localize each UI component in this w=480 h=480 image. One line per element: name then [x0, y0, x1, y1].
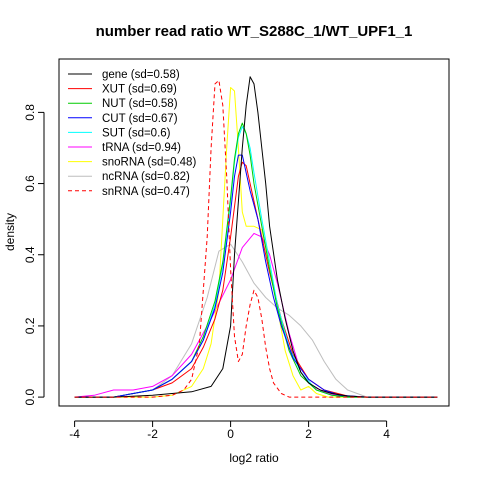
x-tick-label: -2: [147, 427, 158, 441]
series-line: [74, 243, 438, 398]
y-tick-label: 0.8: [23, 104, 37, 121]
legend-label: gene (sd=0.58): [102, 69, 180, 81]
legend-label: ncRNA (sd=0.82): [102, 171, 190, 183]
x-tick-label: 4: [383, 427, 390, 441]
legend-label: CUT (sd=0.67): [102, 113, 178, 125]
series-line: [74, 87, 438, 398]
chart-title: number read ratio WT_S288C_1/WT_UPF1_1: [96, 23, 413, 40]
legend-label: XUT (sd=0.69): [102, 84, 177, 96]
legend-label: SUT (sd=0.6): [102, 127, 171, 139]
legend-label: tRNA (sd=0.94): [102, 142, 181, 154]
series-line: [74, 76, 438, 398]
x-tick-label: 0: [227, 427, 234, 441]
plot-frame: [58, 58, 450, 407]
y-tick-label: 0.2: [23, 317, 37, 334]
legend: gene (sd=0.58) XUT (sd=0.69) NUT (sd=0.58)…: [68, 69, 196, 198]
y-tick-label: 0.6: [23, 175, 37, 192]
legend-label: NUT (sd=0.58): [102, 98, 178, 110]
x-axis-label: log2 ratio: [229, 451, 279, 465]
x-tick-label: -4: [69, 427, 80, 441]
legend-label: snoRNA (sd=0.48): [102, 157, 196, 169]
series-line: [74, 79, 438, 398]
y-tick-label: 0.4: [23, 246, 37, 263]
x-axis: -4 -2 0 2 4: [69, 420, 390, 441]
y-axis: 0.0 0.2 0.4 0.6 0.8: [23, 104, 45, 405]
series-lines: [74, 76, 438, 398]
y-axis-label: density: [3, 213, 17, 251]
series-line: [74, 232, 438, 398]
y-tick-label: 0.0: [23, 388, 37, 405]
series-line: [74, 154, 438, 398]
legend-label: snRNA (sd=0.47): [102, 186, 190, 198]
x-tick-label: 2: [305, 427, 312, 441]
